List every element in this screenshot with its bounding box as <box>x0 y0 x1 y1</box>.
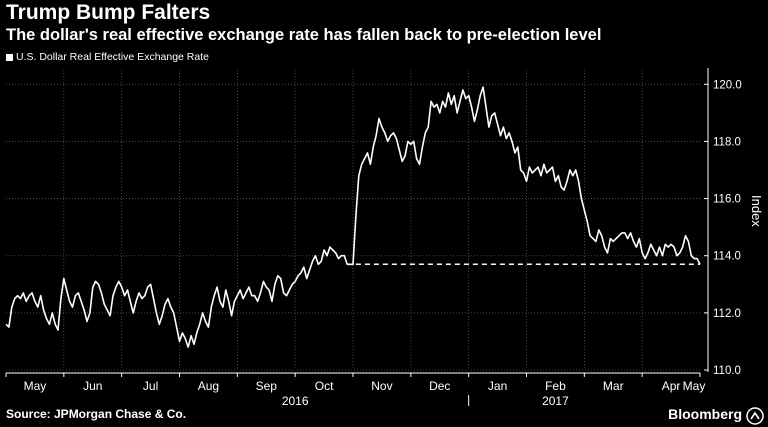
bloomberg-terminal-icon <box>746 407 764 425</box>
chart-title: Trump Bump Falters <box>6 1 211 24</box>
x-year-label: 2016 <box>282 394 309 408</box>
legend-label: U.S. Dollar Real Effective Exchange Rate <box>16 51 209 63</box>
y-tick-label: 110.0 <box>713 365 741 377</box>
x-tick-label: Sep <box>256 379 278 393</box>
y-axis-title: Index <box>749 195 764 227</box>
x-tick-label: May <box>24 379 47 393</box>
x-tick-label: Jan <box>488 379 507 393</box>
x-tick-label: May <box>683 379 706 393</box>
x-tick-label: Nov <box>371 379 392 393</box>
x-tick-label: Jun <box>83 379 102 393</box>
chart-subtitle: The dollar's real effective exchange rat… <box>6 26 602 44</box>
x-tick-label: Apr <box>662 379 681 393</box>
x-tick-label: Oct <box>315 379 334 393</box>
y-tick-label: 112.0 <box>713 308 741 320</box>
x-tick-label: Aug <box>198 379 219 393</box>
legend-swatch <box>6 53 13 61</box>
y-tick-label: 118.0 <box>713 136 741 148</box>
x-tick-label: Dec <box>429 379 450 393</box>
x-tick-label: Mar <box>603 379 624 393</box>
brand-logo-text: Bloomberg <box>668 406 742 422</box>
x-year-label: 2017 <box>542 394 569 408</box>
y-tick-label: 120.0 <box>713 79 742 91</box>
series-line <box>5 86 701 348</box>
source-note: Source: JPMorgan Chase & Co. <box>6 407 187 421</box>
y-tick-label: 114.0 <box>713 251 741 263</box>
legend: U.S. Dollar Real Effective Exchange Rate <box>6 51 209 63</box>
x-tick-label: Jul <box>143 379 158 393</box>
x-tick-label: Feb <box>545 379 566 393</box>
y-tick-label: 116.0 <box>713 194 741 206</box>
